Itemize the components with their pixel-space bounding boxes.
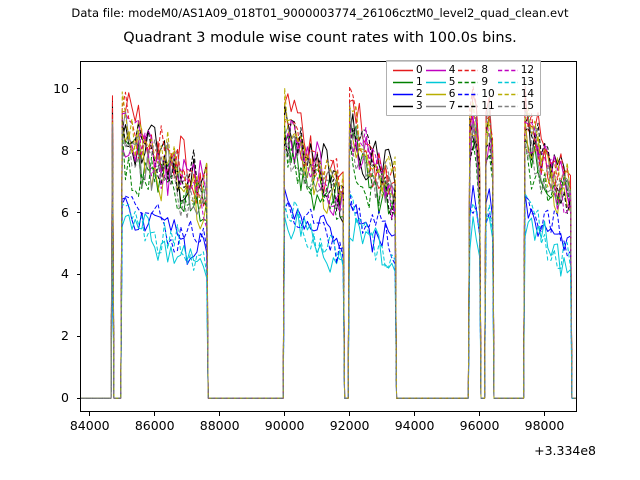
- legend-label-13: 13: [520, 76, 535, 88]
- y-tick-mark: [76, 150, 80, 152]
- x-tick-mark: [349, 412, 351, 416]
- legend-label-6: 6: [448, 88, 456, 100]
- legend-swatch-11: [456, 100, 480, 112]
- legend-swatch-2: [391, 88, 415, 100]
- x-tick-label: 98000: [524, 418, 565, 433]
- legend-label-7: 7: [448, 100, 456, 112]
- legend-swatch-12: [496, 64, 520, 76]
- legend-swatch-3: [391, 100, 415, 112]
- legend-row: 1 5 9 13: [391, 76, 535, 88]
- plot-lines-layer: [80, 85, 577, 399]
- legend-label-15: 15: [520, 100, 535, 112]
- x-tick-mark: [414, 412, 416, 416]
- axes-frame: [80, 61, 577, 412]
- y-tick-label: 4: [61, 266, 69, 282]
- x-tick-label: 94000: [394, 418, 435, 433]
- series-legend[interactable]: 0 4 8 12 1 5 9 13 2 6 10 14 3 7 11 15: [386, 60, 542, 116]
- legend-swatch-10: [456, 88, 480, 100]
- legend-label-12: 12: [520, 64, 535, 76]
- legend-swatch-0: [391, 64, 415, 76]
- legend-row: 3 7 11 15: [391, 100, 535, 112]
- legend-label-11: 11: [481, 100, 495, 112]
- x-tick-label: 86000: [134, 418, 175, 433]
- plot-title: Quadrant 3 module wise count rates with …: [123, 30, 517, 46]
- x-tick-mark: [219, 412, 221, 416]
- x-tick-label: 88000: [199, 418, 240, 433]
- y-tick-mark: [76, 397, 80, 399]
- legend-label-0: 0: [416, 64, 423, 76]
- legend-label-10: 10: [481, 88, 495, 100]
- legend-label-8: 8: [481, 64, 489, 76]
- y-tick-mark: [76, 212, 80, 214]
- legend-label-4: 4: [448, 64, 456, 76]
- x-tick-mark: [479, 412, 481, 416]
- legend-label-1: 1: [416, 76, 423, 88]
- legend-swatch-14: [496, 88, 520, 100]
- legend-swatch-5: [424, 76, 448, 88]
- y-tick-label: 2: [61, 328, 69, 344]
- x-axis-offset-label: +3.334e8: [534, 443, 596, 458]
- x-tick-label: 84000: [69, 418, 110, 433]
- legend-swatch-7: [424, 100, 448, 112]
- y-tick-label: 6: [61, 204, 69, 220]
- legend-swatch-9: [456, 76, 480, 88]
- legend-swatch-1: [391, 76, 415, 88]
- legend-swatch-15: [496, 100, 520, 112]
- y-tick-label: 0: [61, 390, 69, 406]
- legend-label-2: 2: [416, 88, 423, 100]
- legend-swatch-4: [424, 64, 448, 76]
- legend-swatch-6: [424, 88, 448, 100]
- x-tick-mark: [154, 412, 156, 416]
- y-tick-label: 8: [61, 142, 69, 158]
- x-tick-mark: [89, 412, 91, 416]
- y-tick-mark: [76, 273, 80, 275]
- legend-row: 0 4 8 12: [391, 64, 535, 76]
- y-tick-mark: [76, 335, 80, 337]
- x-tick-label: 90000: [264, 418, 305, 433]
- x-tick-label: 92000: [329, 418, 370, 433]
- data-file-suptitle: Data file: modeM0/AS1A09_018T01_90000037…: [71, 6, 569, 20]
- x-tick-label: 96000: [459, 418, 500, 433]
- legend-swatch-8: [456, 64, 480, 76]
- series-group: [80, 85, 577, 399]
- legend-table: 0 4 8 12 1 5 9 13 2 6 10 14 3 7 11 15: [391, 64, 535, 112]
- series-line-15: [80, 122, 577, 399]
- legend-label-9: 9: [481, 76, 489, 88]
- x-tick-mark: [284, 412, 286, 416]
- y-tick-label: 10: [53, 80, 69, 96]
- legend-swatch-13: [496, 76, 520, 88]
- legend-label-3: 3: [416, 100, 423, 112]
- x-tick-mark: [544, 412, 546, 416]
- legend-row: 2 6 10 14: [391, 88, 535, 100]
- legend-label-5: 5: [448, 76, 456, 88]
- y-tick-mark: [76, 88, 80, 90]
- legend-label-14: 14: [520, 88, 535, 100]
